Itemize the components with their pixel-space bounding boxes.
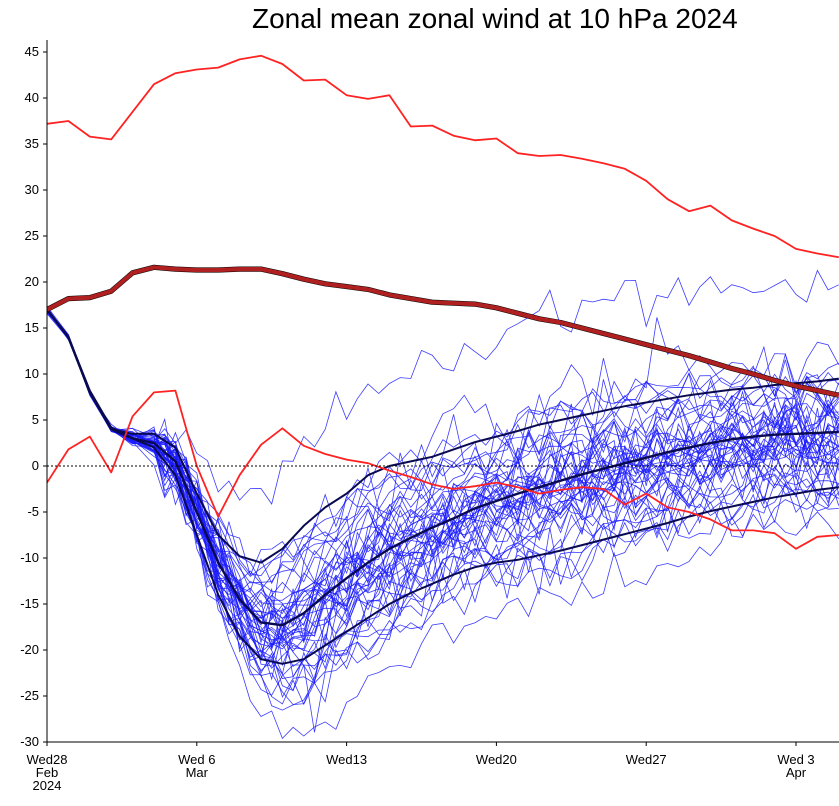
ensemble-member-line xyxy=(47,312,839,676)
ensemble-member-line xyxy=(47,308,839,626)
y-tick-label: -25 xyxy=(20,688,39,703)
ensemble-member-line xyxy=(47,309,839,649)
ensemble-member-line xyxy=(47,309,839,614)
ensemble-member-line xyxy=(47,269,839,505)
y-tick-label: 35 xyxy=(25,136,39,151)
ensemble-member-line xyxy=(47,308,839,662)
x-tick-label: Wed28 xyxy=(27,752,68,767)
ensemble-member-line xyxy=(47,308,839,638)
x-tick-label: Wed27 xyxy=(626,752,667,767)
ensemble-member-line xyxy=(47,309,839,594)
y-tick-label: 15 xyxy=(25,320,39,335)
ensemble-member-line xyxy=(47,307,839,706)
y-tick-label: 30 xyxy=(25,182,39,197)
x-tick-label: Wed13 xyxy=(326,752,367,767)
x-tick-label: Wed 3 xyxy=(777,752,814,767)
x-tick-label: Wed 6 xyxy=(178,752,215,767)
x-tick-label: Wed20 xyxy=(476,752,517,767)
y-axis-ticks: 45 40 35 30 25 20 15 10 5 0 -5 -10 -15 -20 -25 -30 xyxy=(20,44,47,749)
ensemble-member-line xyxy=(47,313,839,678)
y-tick-label: 0 xyxy=(32,458,39,473)
y-tick-label: 45 xyxy=(25,44,39,59)
ensemble-member-line xyxy=(47,309,839,599)
x-tick-label: Apr xyxy=(786,765,807,780)
y-tick-label: 40 xyxy=(25,90,39,105)
x-tick-label: Mar xyxy=(186,765,209,780)
y-tick-label: -30 xyxy=(20,734,39,749)
ensemble-member-line xyxy=(47,308,839,692)
x-tick-label: Feb xyxy=(36,765,58,780)
ensemble-member-line xyxy=(47,307,839,644)
ensemble-member-line xyxy=(47,306,839,652)
y-tick-label: -5 xyxy=(27,504,39,519)
series-ensemble-mean-line xyxy=(47,308,839,627)
series-max-line xyxy=(47,54,839,259)
y-tick-label: -20 xyxy=(20,642,39,657)
y-tick-label: 20 xyxy=(25,274,39,289)
ensemble-members xyxy=(47,269,839,740)
series-lines xyxy=(47,54,839,665)
chart-title: Zonal mean zonal wind at 10 hPa 2024 xyxy=(252,3,738,34)
series-mean-climatology-outline xyxy=(47,264,839,398)
ensemble-member-line xyxy=(47,309,839,577)
ensemble-member-line xyxy=(47,307,839,733)
ensemble-member-line xyxy=(47,309,839,623)
ensemble-member-line xyxy=(47,309,839,706)
plot-area xyxy=(47,54,839,740)
y-tick-label: 10 xyxy=(25,366,39,381)
series-min-line xyxy=(47,389,839,550)
series-ensemble-high-line xyxy=(47,308,839,564)
ensemble-member-line xyxy=(47,307,839,584)
y-tick-label: -15 xyxy=(20,596,39,611)
y-tick-label: 25 xyxy=(25,228,39,243)
series-ensemble-low-line xyxy=(47,308,839,665)
x-tick-label: 2024 xyxy=(33,778,62,793)
y-tick-label: 5 xyxy=(32,412,39,427)
axes xyxy=(46,40,839,743)
series-mean-climatology-line xyxy=(47,265,839,398)
y-tick-label: -10 xyxy=(20,550,39,565)
ensemble-member-line xyxy=(47,310,839,577)
ensemble-member-line xyxy=(47,307,839,740)
